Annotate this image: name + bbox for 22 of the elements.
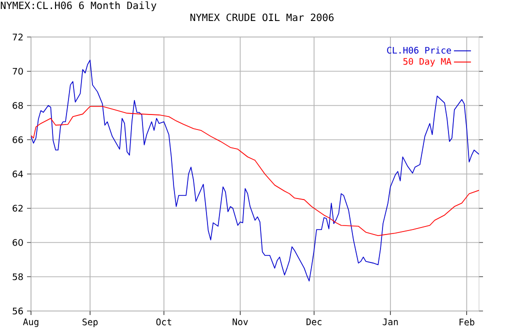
x-tick-label: Dec: [306, 318, 322, 326]
x-tick-label: Nov: [232, 318, 248, 326]
y-tick-label: 68: [12, 102, 23, 109]
text: NYMEX:CL.H06 6 Month Daily: [0, 1, 156, 12]
line-series: [31, 60, 480, 282]
y-tick-label: 56: [12, 308, 23, 314]
line-series: [31, 106, 480, 236]
legend-label: CL.H06 Price: [387, 46, 452, 54]
y-tick-label: 58: [12, 273, 23, 280]
x-tick-label: Oct: [156, 318, 172, 326]
x-tick-label: Aug: [23, 318, 38, 328]
y-tick-label: 72: [12, 34, 23, 40]
legend-label: 50 Day MA: [403, 58, 452, 67]
y-tick-label: 66: [12, 136, 23, 144]
x-tick-label: Sep: [82, 318, 98, 328]
y-tick-label: 62: [12, 204, 23, 212]
y-tick-label: 64: [12, 170, 23, 178]
x-tick-label: Feb: [460, 318, 474, 326]
y-tick-label: 70: [12, 68, 23, 75]
chart-title: NYMEX CRUDE OIL Mar 2006: [190, 14, 334, 22]
y-tick-label: 60: [12, 239, 23, 246]
x-tick-label: Jan: [382, 318, 398, 326]
